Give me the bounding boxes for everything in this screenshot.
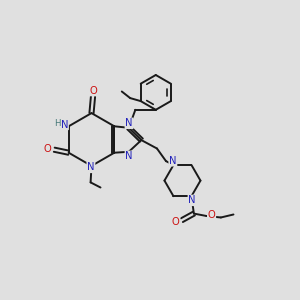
Text: N: N (87, 162, 95, 172)
Text: O: O (208, 210, 215, 220)
Text: N: N (169, 156, 177, 166)
Text: N: N (188, 195, 196, 206)
Text: H: H (54, 119, 61, 128)
Text: O: O (172, 217, 180, 227)
Text: O: O (90, 85, 98, 96)
Text: O: O (44, 144, 52, 154)
Text: N: N (125, 118, 133, 128)
Text: N: N (125, 151, 133, 161)
Text: N: N (61, 119, 68, 130)
